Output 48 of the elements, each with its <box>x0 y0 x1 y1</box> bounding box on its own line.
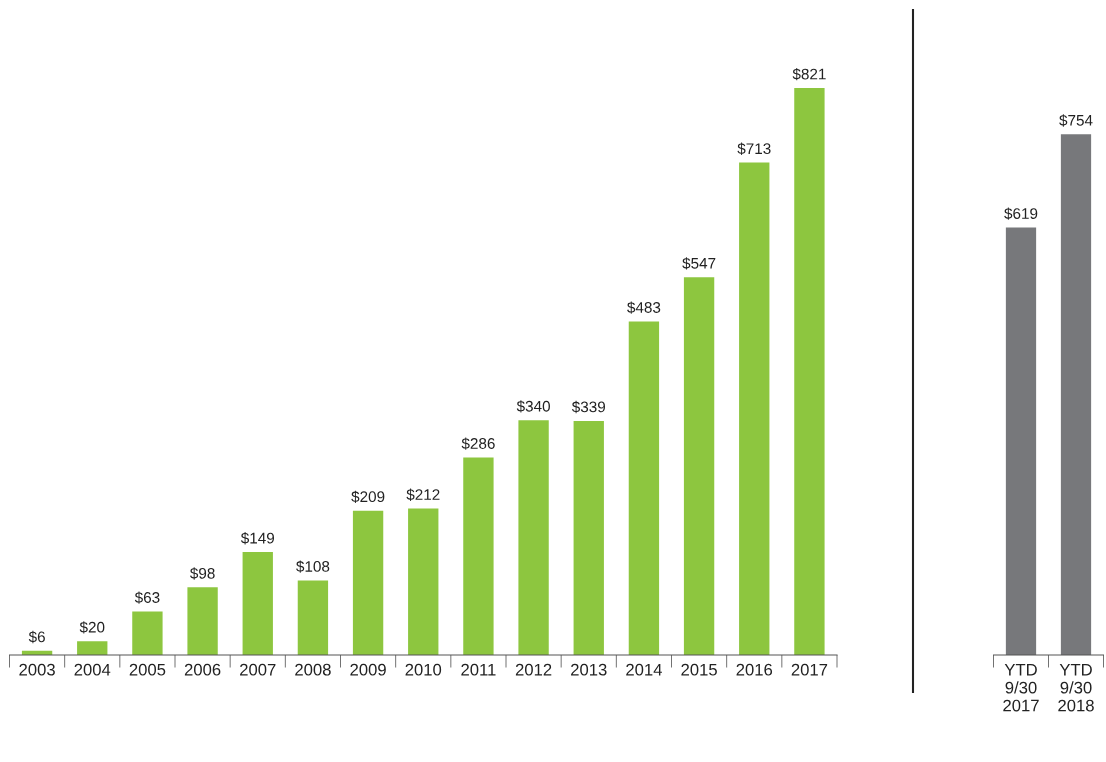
x-tick-label: 2006 <box>184 663 221 676</box>
data-label: $619 <box>1004 207 1038 220</box>
data-label: $63 <box>134 591 160 604</box>
data-label: $286 <box>461 437 495 450</box>
x-tick-label: 2016 <box>736 663 773 676</box>
bar <box>77 641 108 655</box>
bar <box>739 162 770 655</box>
data-label: $483 <box>627 301 661 314</box>
x-tick-label: 2009 <box>350 663 386 676</box>
bar <box>518 420 549 655</box>
data-label: $547 <box>682 257 716 270</box>
data-label: $149 <box>240 532 275 545</box>
x-tick-label: YTD 9/30 2017 <box>1003 663 1039 712</box>
bar <box>794 88 825 655</box>
data-label: $212 <box>406 488 440 501</box>
data-label: $713 <box>737 142 771 155</box>
x-tick-label: 2010 <box>405 663 442 676</box>
bar <box>628 321 660 655</box>
data-label: $209 <box>351 490 385 503</box>
data-label: $754 <box>1059 114 1093 127</box>
bar <box>242 552 273 655</box>
data-label: $108 <box>296 560 330 573</box>
x-tick-label: 2005 <box>129 663 166 676</box>
bar <box>132 611 163 655</box>
bar <box>408 508 439 655</box>
bar <box>297 580 329 655</box>
x-tick-label: YTD 9/30 2018 <box>1058 663 1094 712</box>
data-label: $339 <box>571 400 606 414</box>
data-label: $340 <box>516 400 550 413</box>
bar <box>683 277 715 655</box>
x-tick-label: 2008 <box>295 663 331 676</box>
bar <box>463 457 494 655</box>
data-label: $6 <box>28 630 45 644</box>
data-label: $821 <box>792 68 826 81</box>
data-label: $98 <box>190 567 215 580</box>
x-tick-label: 2017 <box>791 663 828 676</box>
x-tick-label: 2013 <box>571 663 607 676</box>
bar <box>187 587 218 655</box>
x-tick-label: 2012 <box>515 663 552 676</box>
x-tick-label: 2007 <box>240 663 276 676</box>
x-tick-label: 2003 <box>19 663 55 676</box>
x-tick-label: 2011 <box>461 663 496 676</box>
data-label: $20 <box>79 621 105 634</box>
bar <box>573 420 604 655</box>
x-tick-label: 2015 <box>681 663 717 676</box>
bar <box>352 510 384 655</box>
x-tick-label: 2014 <box>626 663 662 676</box>
x-tick-label: 2004 <box>74 663 111 676</box>
